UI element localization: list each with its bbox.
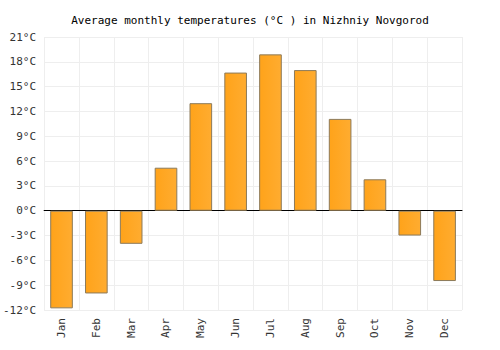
svg-text:3°C: 3°C bbox=[16, 179, 36, 192]
svg-text:Oct: Oct bbox=[368, 318, 381, 338]
svg-text:-6°C: -6°C bbox=[10, 254, 37, 267]
svg-text:9°C: 9°C bbox=[16, 130, 36, 143]
svg-text:-12°C: -12°C bbox=[3, 304, 36, 317]
svg-text:Jun: Jun bbox=[229, 318, 242, 338]
svg-text:Jul: Jul bbox=[264, 318, 277, 338]
svg-text:Feb: Feb bbox=[90, 318, 103, 338]
svg-text:-3°C: -3°C bbox=[10, 229, 37, 242]
svg-text:Nov: Nov bbox=[403, 318, 416, 338]
svg-text:0°C: 0°C bbox=[16, 204, 36, 217]
svg-text:21°C: 21°C bbox=[10, 31, 37, 44]
svg-text:Aug: Aug bbox=[299, 318, 312, 338]
svg-text:15°C: 15°C bbox=[10, 80, 37, 93]
svg-text:Jan: Jan bbox=[55, 318, 68, 338]
svg-text:18°C: 18°C bbox=[10, 55, 37, 68]
svg-text:Dec: Dec bbox=[438, 318, 451, 338]
svg-text:12°C: 12°C bbox=[10, 105, 37, 118]
svg-text:Mar: Mar bbox=[125, 318, 138, 338]
svg-text:-9°C: -9°C bbox=[10, 279, 37, 292]
svg-text:May: May bbox=[194, 318, 207, 338]
svg-text:6°C: 6°C bbox=[16, 155, 36, 168]
svg-text:Average monthly temperatures (: Average monthly temperatures (°C ) in Ni… bbox=[71, 14, 429, 27]
svg-text:Sep: Sep bbox=[334, 318, 347, 338]
svg-text:Apr: Apr bbox=[159, 318, 172, 338]
